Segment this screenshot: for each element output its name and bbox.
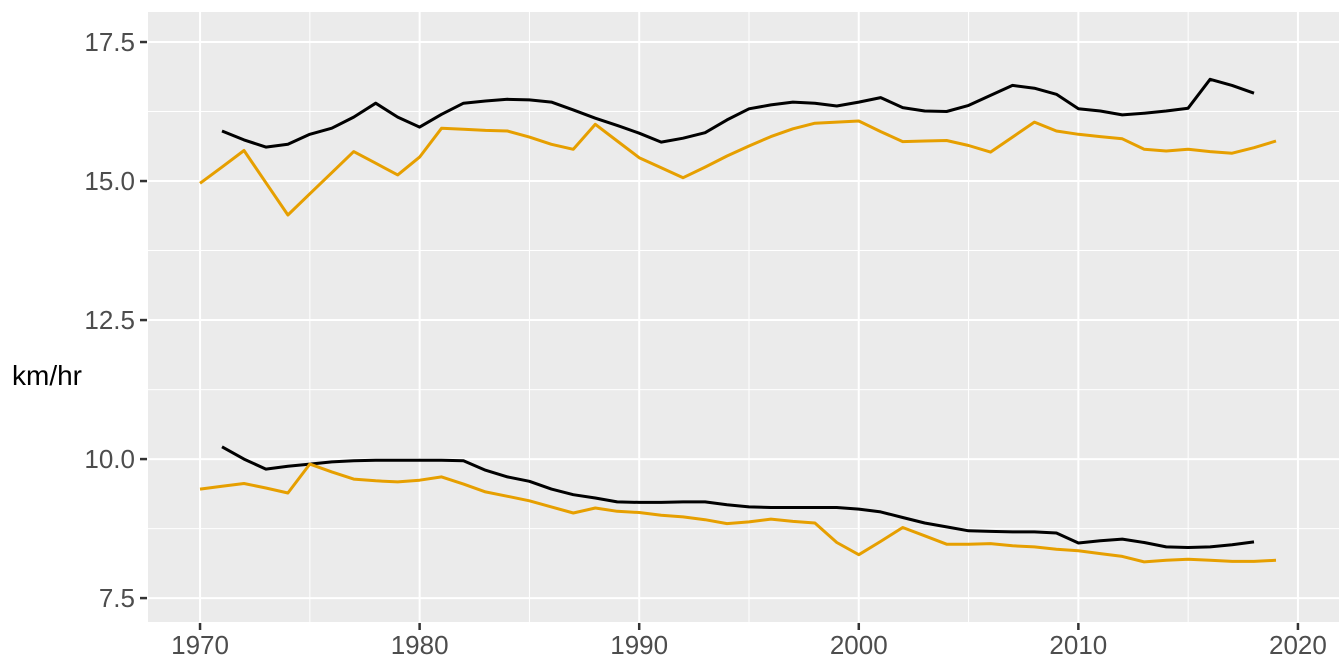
x-axis-tick-label: 2010 bbox=[1049, 630, 1108, 660]
x-axis-tick-label: 1980 bbox=[390, 630, 449, 660]
series-line-orange-lower bbox=[199, 462, 1277, 564]
y-axis-tick-label: 10.0 bbox=[84, 444, 135, 475]
y-axis-tick-label: 17.5 bbox=[84, 27, 135, 58]
x-axis-tick-label: 1990 bbox=[610, 630, 669, 660]
y-axis-tick-label: 12.5 bbox=[84, 305, 135, 336]
y-axis-title: km/hr bbox=[12, 360, 82, 391]
series-line-black-upper bbox=[221, 77, 1255, 149]
x-axis-tick-label: 1970 bbox=[171, 630, 229, 660]
x-axis-tick-label: 2000 bbox=[829, 630, 888, 660]
panel-background bbox=[148, 12, 1339, 622]
series-line-orange-upper bbox=[199, 119, 1277, 217]
y-axis-tick-label: 7.5 bbox=[98, 583, 135, 614]
y-axis-tick-label: 15.0 bbox=[84, 166, 135, 197]
series-line-black-lower bbox=[221, 445, 1255, 549]
x-axis-tick-label: 2020 bbox=[1269, 630, 1327, 660]
